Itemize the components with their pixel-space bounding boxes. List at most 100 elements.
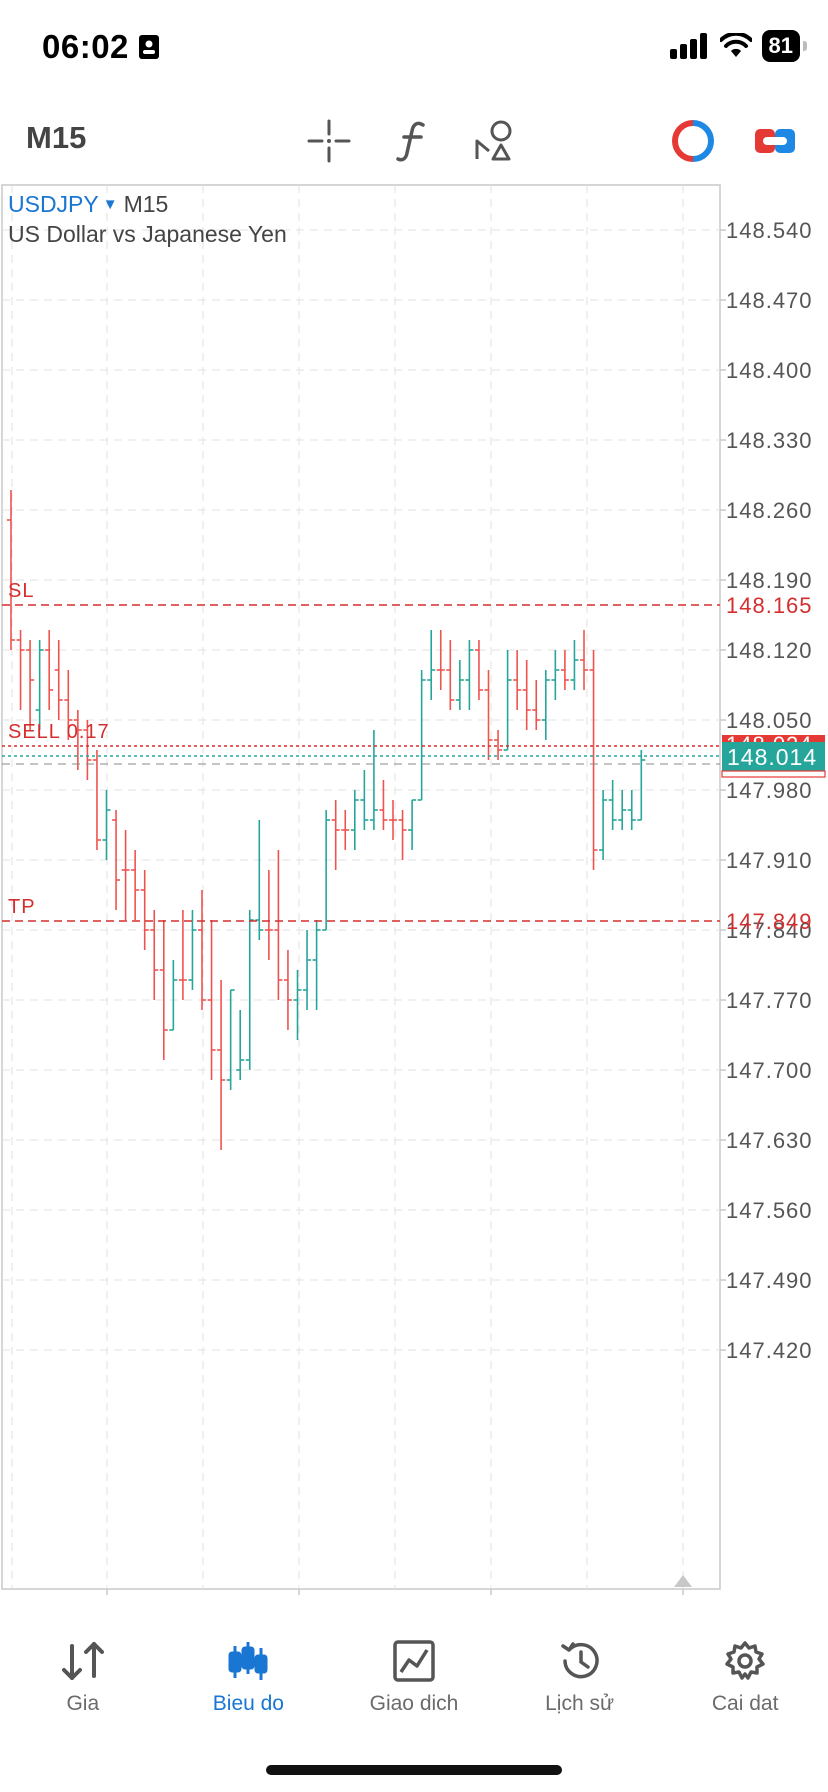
time-axis-label: 22 Jan 11:00 bbox=[44, 1593, 170, 1595]
candle bbox=[274, 850, 283, 1000]
candle bbox=[188, 910, 197, 990]
candle bbox=[341, 810, 350, 850]
candle bbox=[589, 650, 598, 870]
candle bbox=[226, 989, 235, 1090]
price-axis-label: 148.470 bbox=[726, 288, 813, 313]
tab-label: Giao dich bbox=[369, 1692, 459, 1715]
function-icon[interactable] bbox=[390, 118, 436, 164]
symbol-dropdown-icon[interactable]: ▼ bbox=[102, 196, 118, 213]
candle bbox=[522, 660, 531, 730]
candle bbox=[360, 770, 369, 830]
candle bbox=[541, 670, 550, 740]
ask-price-underline bbox=[721, 770, 826, 778]
tab-trade[interactable]: Giao dich bbox=[331, 1600, 497, 1720]
candle bbox=[255, 820, 264, 940]
price-axis-label: 148.330 bbox=[726, 428, 813, 453]
timeframe-button[interactable]: M15 bbox=[26, 120, 87, 155]
price-axis-label: 147.420 bbox=[726, 1338, 813, 1363]
price-axis-label: 148.190 bbox=[726, 568, 813, 593]
candle bbox=[379, 780, 388, 830]
candle bbox=[54, 640, 63, 720]
chart-canvas[interactable]: 148.540 148.470 148.400 148.330 148.260 148.1… bbox=[0, 183, 828, 1595]
candle bbox=[474, 640, 483, 700]
price-axis-label: 147.770 bbox=[726, 988, 813, 1013]
candle bbox=[16, 630, 25, 710]
candle bbox=[408, 799, 417, 850]
candle bbox=[618, 790, 627, 830]
chart-shift-marker-icon[interactable] bbox=[674, 1575, 692, 1587]
price-axis-label: 147.560 bbox=[726, 1198, 813, 1223]
candle bbox=[570, 640, 579, 690]
status-bar: 06:02 81 bbox=[0, 0, 828, 100]
settings-gear-icon bbox=[725, 1641, 765, 1680]
candle bbox=[283, 950, 292, 1030]
price-axis-label: 147.700 bbox=[726, 1058, 813, 1083]
chart-timeframe: M15 bbox=[123, 191, 169, 217]
level-tp-label: TP bbox=[8, 896, 36, 918]
candle bbox=[35, 640, 44, 730]
candle bbox=[45, 630, 54, 710]
candle bbox=[217, 980, 226, 1150]
candle bbox=[599, 790, 608, 860]
candle bbox=[7, 490, 15, 650]
wifi-icon bbox=[719, 33, 752, 57]
candle bbox=[150, 910, 159, 1000]
symbol-name[interactable]: USDJPY bbox=[8, 191, 99, 217]
candle bbox=[389, 800, 397, 840]
id-card-icon bbox=[139, 35, 159, 59]
candle bbox=[513, 650, 522, 710]
candle bbox=[169, 960, 178, 1031]
symbol-description: US Dollar vs Japanese Yen bbox=[8, 221, 287, 247]
candle bbox=[198, 890, 206, 1010]
candle bbox=[637, 750, 646, 821]
price-axis-label: 147.490 bbox=[726, 1268, 813, 1293]
level-tp-price: 147.849 bbox=[726, 909, 813, 934]
candle bbox=[417, 670, 426, 801]
trade-chart-icon bbox=[393, 1640, 435, 1682]
candle bbox=[331, 800, 340, 870]
candle bbox=[83, 720, 92, 780]
price-axis-label: 148.260 bbox=[726, 498, 813, 523]
home-indicator bbox=[266, 1765, 562, 1775]
candle bbox=[303, 930, 312, 1010]
candle bbox=[121, 830, 130, 920]
chart-symbol[interactable]: USDJPY ▼ M15 bbox=[8, 191, 168, 218]
candle bbox=[159, 920, 168, 1060]
candle bbox=[455, 660, 464, 710]
trade-icon[interactable] bbox=[752, 118, 798, 164]
drawing-objects-icon[interactable] bbox=[472, 118, 518, 164]
candle bbox=[322, 810, 331, 931]
candle bbox=[465, 640, 474, 710]
chart-toolbar: M15 bbox=[0, 100, 828, 182]
candle bbox=[484, 670, 493, 760]
tab-quotes[interactable]: Gia bbox=[0, 1600, 166, 1720]
candle bbox=[494, 730, 503, 760]
tab-chart[interactable]: Bieu do bbox=[166, 1600, 332, 1720]
cellular-signal-icon bbox=[669, 33, 707, 59]
level-sl-price: 148.165 bbox=[726, 593, 813, 618]
candle bbox=[627, 790, 636, 830]
candle bbox=[350, 790, 359, 850]
candle bbox=[436, 630, 445, 690]
candle bbox=[64, 670, 73, 740]
tab-settings[interactable]: Cai dat bbox=[662, 1600, 828, 1720]
tab-history[interactable]: Lịch sử bbox=[497, 1600, 663, 1720]
price-axis-label: 147.840 bbox=[726, 918, 813, 943]
candle bbox=[264, 870, 273, 960]
tab-label: Cai dat bbox=[711, 1692, 779, 1715]
crosshair-icon[interactable] bbox=[306, 118, 352, 164]
candle bbox=[92, 750, 101, 850]
candle bbox=[207, 920, 216, 1080]
chart-type-icon[interactable] bbox=[670, 118, 716, 164]
candle bbox=[73, 710, 82, 770]
price-chart[interactable]: 148.540 148.470 148.400 148.330 148.260 148.1… bbox=[0, 183, 828, 1595]
candle bbox=[532, 680, 541, 730]
candle bbox=[580, 630, 588, 690]
candle bbox=[427, 630, 436, 700]
candle bbox=[293, 970, 302, 1040]
candle bbox=[178, 910, 187, 1000]
candle bbox=[369, 730, 378, 830]
price-axis-label: 147.630 bbox=[726, 1128, 813, 1153]
tab-label: Bieu do bbox=[212, 1692, 284, 1715]
price-axis-label: 148.050 bbox=[726, 708, 813, 733]
